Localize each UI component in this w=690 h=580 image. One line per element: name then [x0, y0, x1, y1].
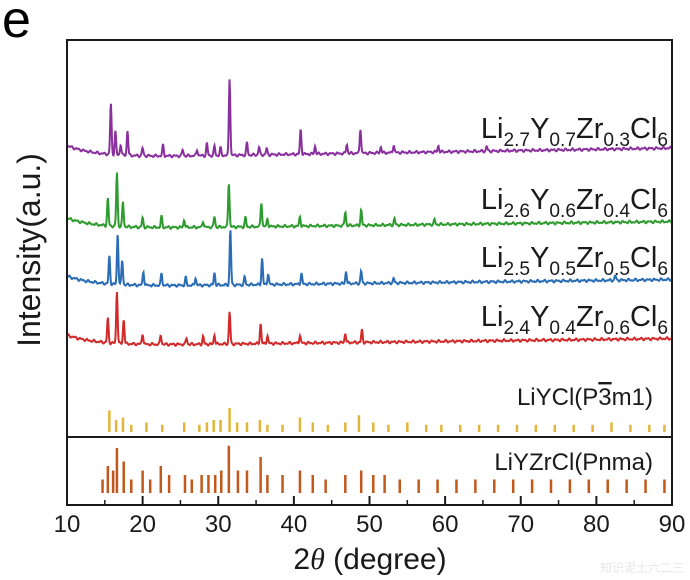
y-axis-label: Intensity(a.u.)	[11, 153, 47, 347]
series-layer: Li2.7Y0.7Zr0.3Cl6 Li2.6Y0.6Zr0.4Cl6 Li2.5Y…	[66, 79, 673, 347]
x-tick-label: 20	[129, 511, 156, 538]
series-label: Li2.6Y0.6Zr0.4Cl6	[481, 184, 668, 222]
axes-layer: 10 20 30 40 50 60 70 80 90	[54, 39, 686, 538]
series-line	[66, 292, 673, 347]
series-label: Li2.7Y0.7Zr0.3Cl6	[481, 113, 668, 151]
reference-layer: LiYCl(P3m1) LiYZrCl(Pnma)	[101, 384, 666, 493]
x-tick-label: 80	[583, 511, 610, 538]
series-line	[66, 79, 673, 159]
reference-label: LiYZrCl(Pnma)	[494, 449, 653, 476]
x-tick-label: 10	[54, 511, 81, 538]
series-line	[66, 230, 673, 288]
watermark: 知识泥土六二三	[599, 561, 684, 575]
x-tick-label: 30	[205, 511, 232, 538]
reference-label: LiYCl(P3m1)	[517, 384, 653, 411]
x-tick-label: 70	[507, 511, 534, 538]
x-tick-label: 40	[281, 511, 308, 538]
series-label: Li2.4Y0.4Zr0.6Cl6	[481, 301, 668, 339]
x-tick-label: 60	[432, 511, 459, 538]
x-tick-label: 50	[356, 511, 383, 538]
labels-layer: 2θ (degree) Intensity(a.u.)	[11, 153, 447, 576]
x-axis-label: 2θ (degree)	[293, 543, 446, 576]
x-tick-label: 90	[659, 511, 686, 538]
series-line	[67, 172, 673, 230]
panel-letter: e	[2, 0, 31, 49]
series-label: Li2.5Y0.5Zr0.5Cl6	[481, 242, 668, 280]
